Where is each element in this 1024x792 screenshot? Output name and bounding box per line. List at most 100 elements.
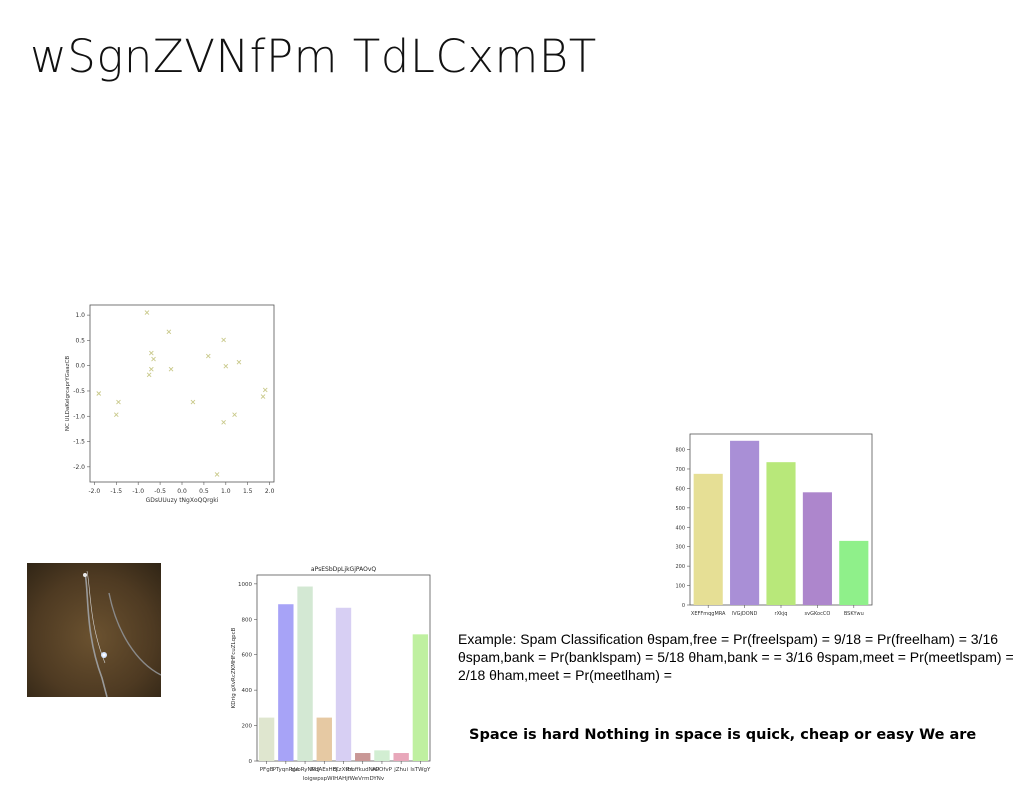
bar-right-y-tick-label: 200 [675,564,685,570]
bar-right-bar [693,473,723,605]
scatter-point-stroke [221,420,226,425]
bar-bottom-bar [278,604,294,761]
scatter-point [116,399,121,405]
bar-right-y-tick-label: 800 [675,448,685,454]
scatter-point [166,329,172,335]
scatter-point-stroke [113,412,119,418]
bar-right-x-tick-label: svGKocCO [805,611,831,617]
scatter-point [221,337,226,343]
scatter-point [146,372,152,378]
example-text: Example: Spam Classification θspam,free … [458,631,1014,683]
scatter-x-axis-label: GDsUUuzy tNgXoQQrgki [146,497,219,504]
scatter-chart: -2.0 -1.5 -1.0 -0.5 0.0 0.5 1.0 1.5 2.0 1.0 0.5 0.0… [60,300,280,505]
bar-bottom-y-tick-label: 1000 [238,582,252,588]
scatter-x-tick-label: -0.5 [154,488,166,495]
scatter-point [149,350,154,356]
bar-bottom-bar [258,717,275,761]
bar-right-y-tick-label: 500 [675,506,685,512]
scatter-point [262,387,268,393]
scatter-point-stroke [151,356,156,362]
bar-bottom-x-tick-label: PFgB [260,767,274,773]
bar-right-y-tick-label: 600 [675,486,685,492]
bar-right-y-tick-label: 0 [682,603,685,609]
bar-bottom-x-tick-label: tKzXtbL [333,767,355,773]
scatter-point [151,356,156,362]
scatter-point-stroke [223,363,229,369]
scatter-point-stroke [149,366,154,372]
scatter-y-axis-label: NC ULDaKelgrcaprYGaazCB [65,356,71,432]
scatter-point-stroke [166,329,172,335]
bar-bottom-x-tick-label: PTyqnPge [273,767,300,773]
bar-bottom-y-tick-label: 400 [242,688,253,694]
bar-right-x-tick-label: XEFFmqgMRA [691,611,726,617]
bar-bottom-x-tick-label: APOfvP [372,767,393,773]
bar-bottom-y-tick-label: 600 [242,653,253,659]
bar-bottom-y-tick-label: 800 [242,617,253,623]
scatter-point-stroke [190,399,196,405]
scatter-y-tick-label: -1.0 [73,413,85,420]
bar-bottom-bar [393,753,409,761]
scatter-y-tick-label: -1.5 [73,439,85,446]
bar-right-y-tick-label: 300 [675,545,685,551]
bar-right-y-tick-label: 700 [675,467,685,473]
scatter-point-stroke [232,412,237,418]
scatter-point [232,412,237,418]
bar-chart-right-svg: 0 100 200 300 400 500 600 700 800 XEFFmqgMRA lVGjD… [675,433,873,617]
bar-chart-bottom: 0 200 400 600 800 1000 PFgB PTyqnPge bVoRyNPLJ Nd… [225,560,440,788]
scatter-y-tick-label: 0.0 [75,363,85,370]
bar-right-bar [766,462,796,605]
scatter-point [236,359,242,365]
scatter-point-stroke [221,337,226,343]
bar-bottom-x-tick-label: PmffkudNrO [346,767,380,773]
scatter-x-tick-label: 2.0 [265,488,275,495]
scatter-y-tick-label: -2.0 [73,464,85,471]
cable-photo-image [27,563,161,697]
scatter-point [144,310,150,315]
scatter-chart-svg: -2.0 -1.5 -1.0 -0.5 0.0 0.5 1.0 1.5 2.0 1.0 0.5 0.0… [65,304,275,504]
bar-right-y-tick-label: 400 [675,525,685,531]
scatter-point [149,366,154,372]
scatter-point-stroke [149,350,154,356]
scatter-point-stroke [116,399,121,405]
slide-title: wSgnZVNfPm TdLCxmBT [30,30,597,83]
scatter-y-tick-label: -0.5 [73,388,85,395]
scatter-x-tick-label: -1.0 [132,488,144,495]
scatter-point [190,399,196,405]
scatter-x-tick-label: 1.5 [243,488,253,495]
bar-bottom-y-tick-label: 0 [249,759,253,765]
bar-chart-right: 0 100 200 300 400 500 600 700 800 XEFFmqgMRA lVGjD… [675,430,875,620]
scatter-x-tick-label: -2.0 [89,488,101,495]
bar-right-x-tick-label: lVGjDOND [732,611,758,617]
scatter-point-stroke [236,359,242,365]
bar-bottom-x-tick-label: jZhui [393,767,408,773]
scatter-x-tick-label: 1.0 [221,488,231,495]
scatter-point [214,472,220,477]
bar-bottom-bar [412,634,429,761]
bar-right-x-tick-label: BSKYwu [844,611,864,617]
scatter-point [168,366,174,372]
cable-photo [27,563,161,697]
scatter-point [113,412,119,418]
scatter-y-tick-label: 0.5 [75,337,85,344]
scatter-point-stroke [168,366,174,372]
bar-right-bar [839,540,869,605]
bar-right-x-tick-label: rXkjq [775,611,788,617]
scatter-x-tick-label: 0.5 [199,488,209,495]
scatter-point-stroke [205,353,211,359]
bar-bottom-bar [374,750,390,761]
scatter-point-stroke [144,310,150,315]
scatter-point [223,363,229,369]
scatter-point-stroke [260,394,266,399]
bar-bottom-x-tick-label: NdAEsHEj [311,767,338,773]
bar-bottom-y-axis-label: KDrig gXvRcZKMHFcuZLqpcB [231,627,237,708]
bar-bottom-bar [355,753,371,761]
bar-right-y-tick-label: 100 [675,584,685,590]
bar-bottom-x-tick-label: bVoRyNPLJ [291,767,320,773]
scatter-point-stroke [146,372,152,378]
bar-right-bar [802,492,832,605]
scatter-axes-frame [89,304,275,483]
scatter-point-stroke [96,391,102,396]
bar-bottom-bar [297,586,313,761]
bar-bottom-y-tick-label: 200 [242,724,253,730]
scatter-point-stroke [262,387,268,393]
